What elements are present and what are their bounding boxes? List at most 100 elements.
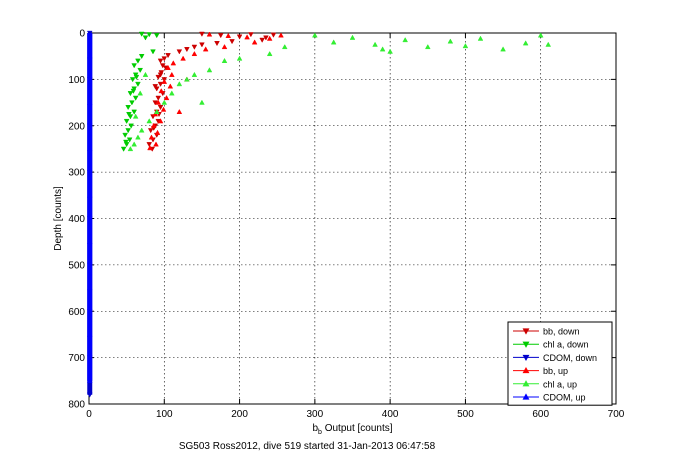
data-point <box>217 33 224 39</box>
data-point <box>244 34 250 40</box>
data-point <box>150 122 157 128</box>
data-point <box>161 99 168 105</box>
data-point <box>146 142 153 148</box>
data-point <box>152 84 159 90</box>
data-point <box>86 377 93 383</box>
data-point <box>148 134 155 140</box>
x-tick-label: 700 <box>608 409 625 420</box>
data-point <box>138 54 145 60</box>
data-point <box>160 106 167 112</box>
data-point <box>126 111 132 118</box>
data-point <box>152 100 159 106</box>
data-point <box>132 95 139 101</box>
x-axis-label-main: b <box>312 423 318 434</box>
x-tick-label: 500 <box>457 409 474 420</box>
data-point <box>138 31 145 37</box>
data-point <box>133 74 140 80</box>
data-point <box>128 123 134 129</box>
data-point <box>191 44 198 50</box>
legend-marker <box>522 393 530 400</box>
data-point <box>424 43 431 50</box>
data-point <box>125 105 131 111</box>
figure-footer: SG503 Ross2012, dive 519 started 31-Jan-… <box>179 441 436 452</box>
x-tick-label: 0 <box>86 409 92 420</box>
data-point <box>157 81 164 87</box>
legend-label: CDOM, down <box>543 353 597 363</box>
data-point <box>349 34 356 40</box>
x-tick-label: 100 <box>156 409 173 420</box>
data-point <box>127 91 134 97</box>
data-point <box>259 37 265 43</box>
legend: bb, down chl a, down CDOM, down bb, up chl a… <box>507 321 613 406</box>
data-point <box>157 72 164 78</box>
x-tick-label: 300 <box>307 409 324 420</box>
data-point <box>522 40 529 46</box>
data-point <box>154 129 161 135</box>
data-point <box>270 32 277 38</box>
series-bb-down <box>146 31 277 152</box>
data-point <box>155 95 162 101</box>
legend-label: bb, down <box>543 327 580 337</box>
data-point <box>137 90 144 96</box>
data-point <box>165 53 171 59</box>
data-point <box>138 127 145 133</box>
x-axis-label-subscript: b <box>318 429 322 436</box>
data-point <box>158 88 165 94</box>
axis-ticks: 0 100 200 300 400 500 600 700 0 100 200 300 400 500 60… <box>68 29 624 421</box>
series-chl-a-down <box>120 31 160 152</box>
data-point <box>199 99 205 105</box>
data-point <box>155 74 162 80</box>
data-point <box>86 192 93 198</box>
y-tick-label: 800 <box>68 400 85 411</box>
y-tick-label: 300 <box>68 168 85 179</box>
data-point <box>330 39 337 45</box>
legend-marker <box>522 328 530 335</box>
y-tick-label: 400 <box>68 214 85 225</box>
data-point <box>372 41 378 47</box>
legend-label: chl a, up <box>543 379 577 389</box>
y-tick-label: 700 <box>68 353 85 364</box>
data-point <box>161 78 168 84</box>
legend-label: CDOM, up <box>543 393 586 403</box>
data-layer <box>86 30 552 398</box>
x-axis-label: bb Output [counts] <box>312 423 392 436</box>
legend-box <box>507 321 613 406</box>
x-axis-label-rest: Output [counts] <box>322 423 393 434</box>
data-point <box>86 285 93 291</box>
data-point <box>135 81 141 87</box>
data-point <box>221 57 228 63</box>
data-point <box>168 90 175 96</box>
data-point <box>157 105 164 111</box>
data-point <box>251 39 258 45</box>
y-tick-label: 0 <box>79 29 85 40</box>
data-point <box>163 95 170 101</box>
data-point <box>236 34 243 40</box>
data-point <box>129 77 136 83</box>
data-point <box>477 35 484 41</box>
data-point <box>86 392 93 398</box>
data-point <box>281 43 288 50</box>
data-point <box>167 83 174 89</box>
data-point <box>137 67 144 74</box>
data-point <box>206 31 213 37</box>
data-point <box>135 134 141 140</box>
legend-marker <box>522 341 530 348</box>
data-point <box>165 64 171 70</box>
data-point <box>150 49 156 55</box>
data-point <box>86 53 93 59</box>
data-point <box>462 43 469 49</box>
data-point <box>191 71 198 77</box>
data-point <box>147 128 154 134</box>
data-point <box>176 49 183 55</box>
data-point <box>147 145 153 151</box>
data-point <box>135 58 141 64</box>
data-point <box>131 63 137 69</box>
data-point <box>146 32 153 38</box>
data-point <box>130 88 137 94</box>
data-point <box>157 118 164 124</box>
data-point <box>312 32 318 38</box>
series-cdom-up <box>86 33 93 383</box>
data-point <box>123 118 130 125</box>
y-tick-label: 100 <box>68 75 85 86</box>
data-point <box>184 76 190 82</box>
